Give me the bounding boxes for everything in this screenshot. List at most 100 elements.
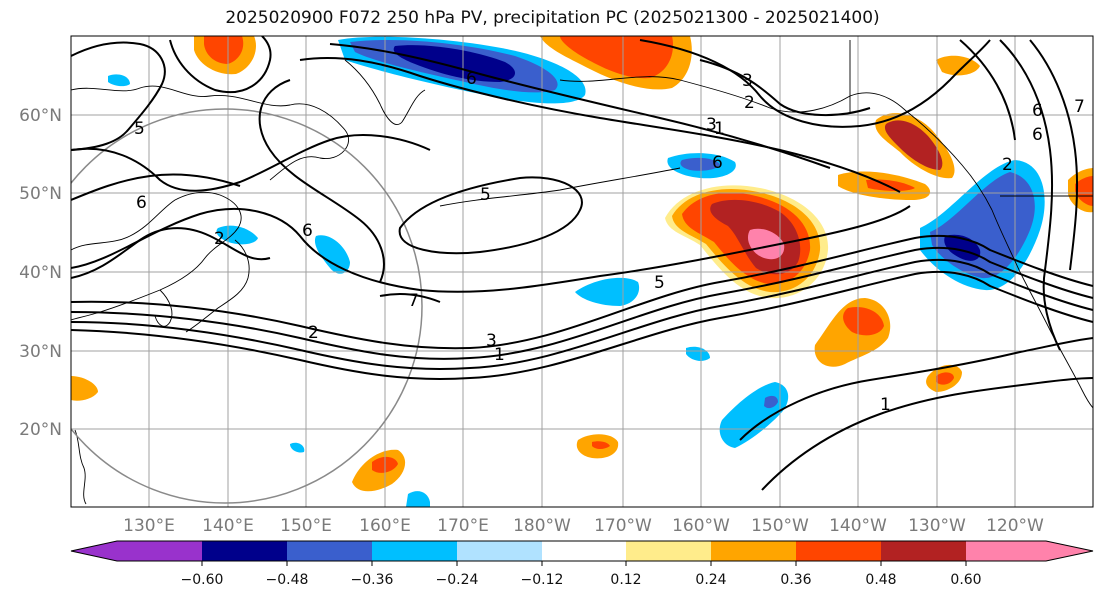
contour-west-1 [71,227,271,279]
contour-left-top [71,41,166,151]
contour-label: 2 [744,93,755,113]
contour-ring-2 [329,43,831,169]
contour-label: 3 [486,331,497,351]
shading-pos-west-edge [71,376,98,401]
lat-label: 40°N [19,263,62,283]
coastlines [71,40,1093,505]
lat-label: 60°N [19,106,62,126]
shading-pos-subtrop-small-core [936,372,954,385]
contour-west-2 [71,173,241,201]
latitude-labels: 60°N 50°N 40°N 30°N 20°N [19,106,62,440]
shading-pos-far-east-core [1075,176,1093,206]
contour-label: 6 [302,221,313,241]
shading-pos-gulf-060 [747,228,785,260]
colorbar-segment [287,541,372,561]
contour-jet-1 [71,234,1093,350]
shading-neg-kamchatka-small [108,74,130,87]
coast-asia-mainland [71,191,242,321]
colorbar-segment [372,541,457,561]
contour-east-3 [959,39,1016,141]
shading-neg-hawaii-core [764,395,778,409]
lon-label: 120°W [986,516,1044,536]
colorbar-ticks [201,561,967,566]
contour-jet-2 [71,246,1093,360]
contour-label: 5 [654,273,665,293]
lon-label: 160°W [672,516,730,536]
contour-label: 6 [466,69,477,89]
colorbar-outline [70,540,1094,562]
shading-pos-top-center-core [560,36,674,79]
highlight-circle [71,108,423,504]
shading-neg-small-2 [406,491,430,507]
contour-label: 1 [880,395,891,415]
colorbar-tick-label: −0.12 [521,572,564,588]
contour-label: 6 [136,193,147,213]
lon-label: 170°W [594,516,652,536]
colorbar-tick-label: 0.24 [695,572,726,588]
coast-kamchatka [344,59,426,125]
shading-neg-small-3 [290,442,305,453]
positive-shading [71,36,1093,492]
lat-label: 20°N [19,420,62,440]
colorbar-segment [796,541,881,561]
coast-korea [154,289,173,327]
contour-label: 5 [480,185,491,205]
colorbar-segment [457,541,542,561]
contour-north-1 [71,205,911,293]
contour-kam-loop [169,36,272,93]
coast-alaska [559,76,993,211]
contour-jet-4 [71,270,1093,380]
colorbar-segment [966,541,1046,561]
map-panel: 6 3 2 3 1 6 6 5 6 2 6 2 7 5 2 3 1 1 6 5 [70,35,1094,508]
lon-label: 130°W [908,516,966,536]
contour-label: 6 [1032,125,1043,145]
contour-mid-7 [379,293,441,303]
map-frame [70,35,1094,508]
lon-label: 140°E [202,516,254,536]
contour-subtrop-1 [739,337,1093,441]
lon-label: 130°E [123,516,175,536]
contour-ring-1 [299,57,901,193]
contour-subtrop-2 [761,377,1093,491]
contour-east-2 [1029,39,1079,271]
contour-label: 3 [742,71,753,91]
chart-title: 2025020900 F072 250 hPa PV, precipitatio… [225,8,880,28]
colorbar-over-extension [1046,541,1093,561]
longitude-labels: 130°E 140°E 150°E 160°E 170°E 180°W 170°… [123,516,1044,536]
shading-neg-east-japan [314,235,350,274]
colorbar-segment [711,541,796,561]
coast-aleutians [439,167,681,207]
lon-label: 150°W [751,516,809,536]
contour-label: 1 [714,119,725,139]
contour-north-2 [71,134,431,192]
contour-east-1 [999,39,1061,351]
lat-label: 30°N [19,342,62,362]
shading-pos-bc-coast-core [884,120,943,170]
shading-neg-bering-core [393,45,516,82]
contour-label: 2 [308,323,319,343]
colorbar-tick-labels: −0.60 −0.48 −0.36 −0.24 −0.12 0.12 0.24 … [181,572,982,588]
colorbar-tick-label: −0.60 [181,572,224,588]
coast-na-west [991,209,1093,409]
contour-label: 7 [1074,97,1085,117]
lon-label: 160°E [359,516,411,536]
contour-alaska-2 [699,59,871,116]
lat-label: 50°N [19,184,62,204]
coast-taiwan-philippines [74,429,87,505]
colorbar-segment [117,541,202,561]
pv-contours [71,36,1093,491]
colorbar-segment [542,541,626,561]
colorbar-segment [881,541,966,561]
lon-label: 180°W [513,516,571,536]
contour-label: 6 [1032,101,1043,121]
contour-loop-center [398,176,583,255]
shading-pos-hawaii-west-core [592,441,610,449]
colorbar-segment [626,541,711,561]
contour-label: 6 [712,153,723,173]
contour-label: 5 [134,119,145,139]
colorbar-tick-label: −0.36 [351,572,394,588]
colorbar-tick-label: 0.12 [610,572,641,588]
colorbar-tick-label: 0.48 [865,572,896,588]
colorbar: −0.60 −0.48 −0.36 −0.24 −0.12 0.12 0.24 … [70,540,1094,588]
colorbar-tick-label: −0.24 [436,572,479,588]
